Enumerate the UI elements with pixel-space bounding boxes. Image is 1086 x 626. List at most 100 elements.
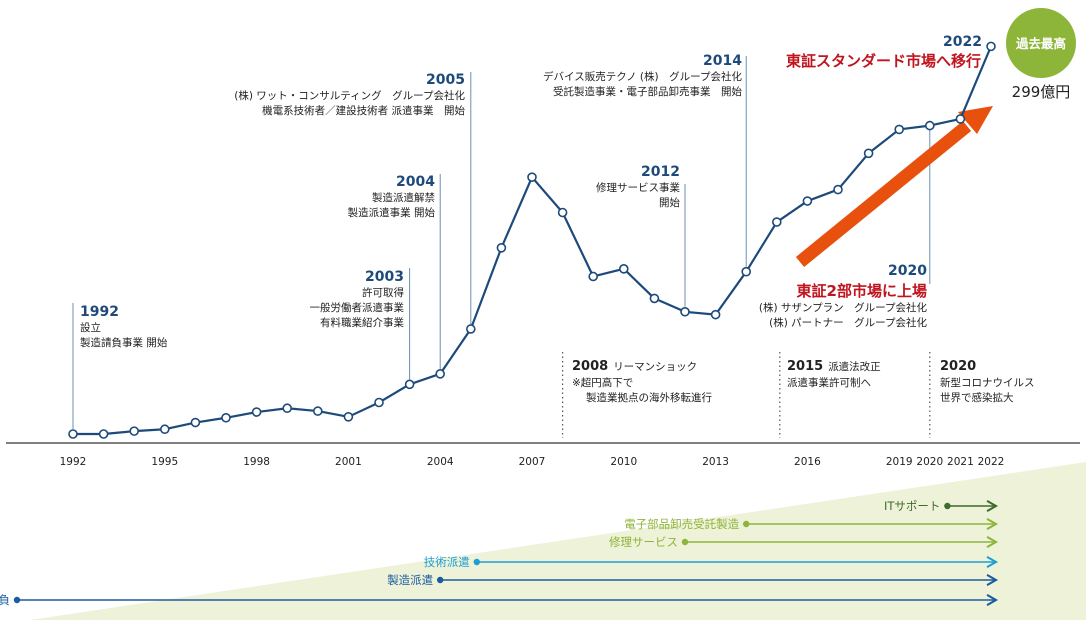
data-point-1993 [98,429,109,439]
milestone-detail: 製造派遣事業 開始 [348,206,436,219]
lane-2: 修理サービス [609,535,999,549]
data-point-2014 [741,266,752,277]
x-tick-labels: 1992 1995 1998 2001 2004 2007 2010 2013 2016 2019… [60,456,1005,468]
data-point-2005 [465,324,476,334]
data-point-2003 [404,379,415,390]
business-lanes: ITサポート電子部品卸売受託製造修理サービス技術派遣製造派遣製造請負 [0,499,999,607]
x-tick-label: 2007 [519,456,546,468]
milestone-year: 1992 [80,304,119,320]
lane-4: 製造派遣 [387,573,999,587]
x-tick-label: 2001 [335,456,362,468]
event-heading: 2015 派遣法改正 [787,359,881,374]
event-detail: ※超円高下で [572,376,633,389]
data-point-2015 [771,217,782,227]
data-point-2022 [986,41,996,52]
x-tick-label: 2010 [610,456,637,468]
milestone-year: 2012 [641,164,680,180]
milestone-year: 2005 [426,72,465,88]
milestone-year: 2004 [396,174,435,190]
data-point-1997 [221,412,231,423]
data-point-2017 [833,184,843,195]
data-point-2021 [955,114,966,124]
lane-label: 製造派遣 [387,573,433,587]
data-point-2010 [618,264,629,274]
data-point-2007 [527,172,537,182]
milestone-detail: デバイス販売テクノ (株) グループ会社化 [543,70,742,83]
data-point-2006 [496,243,507,253]
data-point-1995 [160,424,170,435]
x-tick-label: 2004 [427,456,454,468]
milestone-detail: 修理サービス事業 [596,181,680,194]
data-point-1994 [129,426,139,436]
x-tick-label: 2021 [947,456,974,468]
data-point-2004 [435,369,446,379]
event-heading: 2020 [940,359,976,374]
lane-5: 製造請負 [0,593,999,607]
milestone-detail: 受託製造事業・電子部品卸売事業 開始 [553,85,742,98]
milestone-year: 2020 [888,263,927,279]
event-detail: 派遣事業許可制へ [787,376,871,389]
milestone-detail: (株) ワット・コンサルティング グループ会社化 [234,89,465,102]
data-point-2008 [557,207,568,218]
data-point-1996 [190,417,201,428]
sales-points [68,41,996,439]
event-detail: 新型コロナウイルス [940,376,1035,389]
data-point-2013 [710,309,721,320]
lane-start-dot [437,576,444,584]
lane-label: ITサポート [884,499,940,513]
lane-label: 修理サービス [609,535,678,549]
data-point-2000 [312,406,323,416]
record-badge-circle [1006,8,1076,78]
milestone-detail: 製造派遣解禁 [372,191,435,204]
record-badge: 過去最高 299億円 [1006,8,1076,101]
milestone-2005: 2005(株) ワット・コンサルティング グループ会社化機電系技術者／建設技術者… [234,72,465,117]
data-point-2020 [924,120,935,131]
milestone-year: 2014 [703,53,742,69]
lane-start-dot [13,596,21,604]
lane-3: 技術派遣 [424,555,999,569]
lane-label: 電子部品卸売受託製造 [624,517,739,531]
milestone-year: 2003 [365,269,404,285]
milestone-detail: 製造請負事業 開始 [80,336,168,349]
event-detail: 世界で感染拡大 [940,391,1014,404]
record-badge-label: 過去最高 [1015,36,1066,51]
milestone-detail: 許可取得 [362,286,404,299]
data-point-1998 [251,407,262,417]
data-point-2011 [649,293,660,304]
data-point-2016 [802,196,813,206]
lane-label: 製造請負 [0,593,10,607]
x-tick-label: 1995 [151,456,178,468]
growth-wedge [30,462,1086,620]
lane-0: ITサポート [884,499,999,513]
sales-series-line [73,45,993,436]
milestone-2022-listing: 2022 東証スタンダード市場へ移行 [786,34,982,70]
lane-label: 技術派遣 [424,555,470,569]
milestone-year: 2022 [943,34,982,50]
x-tick-label: 2016 [794,456,821,468]
x-tick-label: 2019 [886,456,913,468]
growth-arrow-head [958,106,993,134]
milestone-detail: 一般労働者派遣事業 [310,301,405,314]
lane-1: 電子部品卸売受託製造 [624,517,999,531]
data-point-2019 [894,124,905,135]
x-tick-label: 1992 [60,456,87,468]
x-tick-label: 2020 [916,456,943,468]
milestone-2020: 2020 東証2部市場に上場(株) サザンプラン グループ会社化 (株) パートナー… [759,263,928,329]
data-point-2002 [374,397,384,408]
lane-start-dot [743,520,750,528]
x-tick-label: 1998 [243,456,270,468]
milestone-detail: 機電系技術者／建設技術者 派遣事業 開始 [262,104,465,117]
data-point-1999 [282,403,293,414]
milestone-detail: (株) パートナー グループ会社化 [769,316,927,329]
data-point-2012 [680,306,690,317]
lane-start-dot [473,558,480,566]
event-heading: 2008 リーマンショック [572,359,697,374]
milestone-detail: 有料職業紹介事業 [320,316,404,329]
